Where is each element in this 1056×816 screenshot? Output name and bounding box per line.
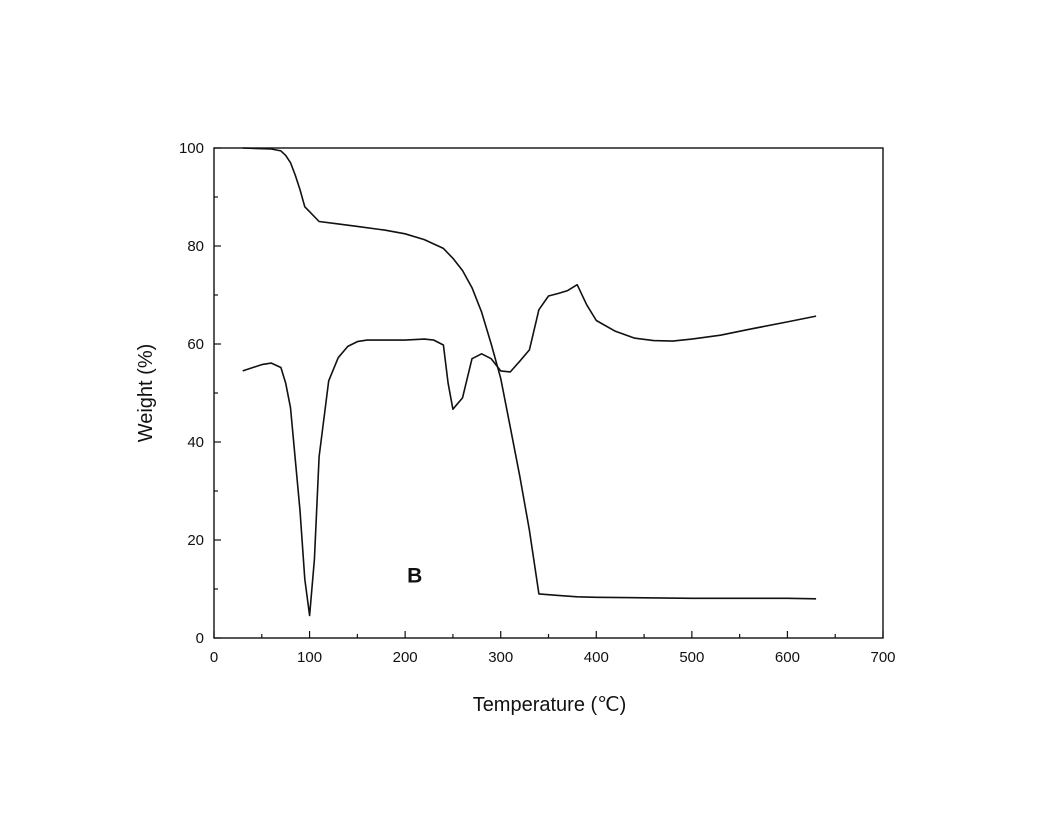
plot-frame bbox=[213, 147, 884, 639]
y-axis-title: Weight (%) bbox=[135, 344, 157, 443]
x-tick-label: 300 bbox=[488, 649, 513, 666]
y-tick-label: 20 bbox=[187, 532, 204, 549]
x-tick-label: 500 bbox=[679, 649, 704, 666]
series-line-1 bbox=[242, 147, 817, 600]
x-tick-label: 700 bbox=[870, 649, 895, 666]
axis-ticks: 0 100 200 300 400 500 600 700 0 20 40 60 80 100 bbox=[179, 140, 896, 666]
series-line-2 bbox=[242, 283, 817, 617]
panel-label-b: B bbox=[407, 564, 422, 587]
y-tick-label: 80 bbox=[187, 238, 204, 255]
x-tick-label: 100 bbox=[297, 649, 322, 666]
y-tick-label: 40 bbox=[187, 434, 204, 451]
x-tick-label: 0 bbox=[210, 649, 218, 666]
x-tick-label: 200 bbox=[393, 649, 418, 666]
y-tick-label: 0 bbox=[196, 630, 204, 647]
y-tick-label: 100 bbox=[179, 140, 204, 157]
x-tick-label: 600 bbox=[775, 649, 800, 666]
x-tick-label: 400 bbox=[584, 649, 609, 666]
x-axis-title: Temperature (℃) bbox=[473, 694, 627, 716]
plot-area bbox=[242, 147, 817, 617]
y-tick-label: 60 bbox=[187, 336, 204, 353]
